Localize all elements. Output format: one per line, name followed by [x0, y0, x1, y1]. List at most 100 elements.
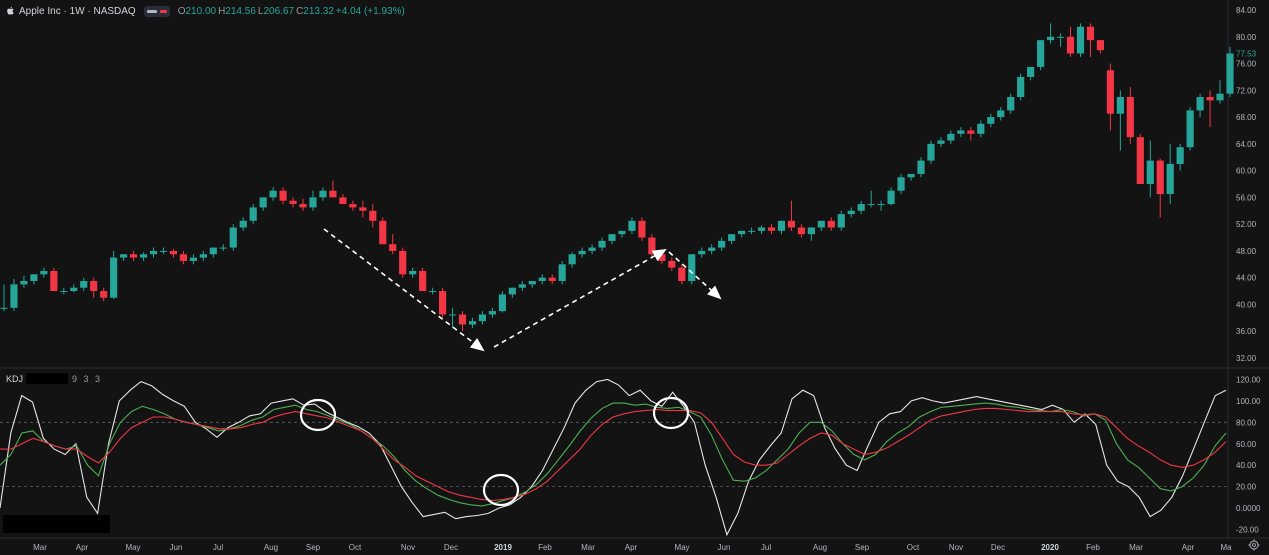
- candle-body: [429, 291, 437, 293]
- price-tick-label: 84.00: [1236, 6, 1257, 15]
- candle-body: [608, 234, 616, 241]
- candle-body: [379, 220, 387, 245]
- candle-body: [129, 254, 138, 258]
- candle-body: [30, 274, 38, 282]
- candle-body: [927, 143, 935, 161]
- trend-arrow: [323, 228, 485, 352]
- time-tick-label: Aug: [813, 543, 827, 552]
- candle-body: [458, 314, 467, 325]
- candle-body: [1146, 160, 1154, 184]
- candle-body: [907, 173, 915, 178]
- candle-body: [638, 220, 646, 238]
- time-tick-label: Jul: [213, 543, 223, 552]
- time-tick-label: Mar: [581, 543, 595, 552]
- kdj-legend[interactable]: KDJ 9 3 3: [6, 373, 102, 384]
- candle-body: [299, 204, 307, 208]
- last-price-label: 77.53: [1236, 50, 1257, 59]
- time-tick-label: Sep: [306, 543, 321, 552]
- kdj-tick-label: -20.00: [1236, 525, 1259, 534]
- candle-body: [1017, 76, 1025, 98]
- price-tick-label: 64.00: [1236, 140, 1257, 149]
- candle-body: [50, 270, 58, 292]
- candle-body: [897, 177, 905, 191]
- candle-body: [1007, 97, 1015, 111]
- candle-body: [777, 220, 786, 231]
- candle-body: [189, 257, 197, 261]
- candle-body: [1027, 66, 1035, 77]
- status-bar-icon: [146, 9, 157, 13]
- candle-body: [967, 130, 975, 134]
- kdj-tick-label: 0.0000: [1236, 504, 1261, 513]
- symbol-status-toggle[interactable]: [143, 5, 170, 17]
- gear-icon[interactable]: [1248, 539, 1260, 551]
- candle-body: [229, 227, 237, 248]
- candle-body: [1166, 163, 1174, 195]
- candle-body: [887, 190, 895, 205]
- candle-body: [877, 204, 885, 206]
- candle-body: [797, 227, 805, 235]
- candle-body: [747, 230, 756, 232]
- candle-body: [159, 250, 168, 252]
- close-value: 213.32: [303, 5, 334, 17]
- candle-body: [1226, 53, 1234, 94]
- time-tick-label: May: [125, 543, 140, 552]
- candle-body: [1156, 160, 1164, 195]
- low-label: L: [257, 5, 264, 17]
- candle-body: [518, 284, 526, 288]
- high-label: H: [218, 5, 226, 17]
- candle-body: [688, 254, 696, 282]
- candle-body: [110, 257, 118, 298]
- high-value: 214.56: [225, 5, 256, 17]
- price-tick-label: 44.00: [1236, 274, 1257, 283]
- price-tick-label: 72.00: [1236, 86, 1257, 95]
- crossover-circle: [652, 396, 690, 430]
- open-label: O: [177, 5, 186, 17]
- candle-body: [1106, 70, 1114, 114]
- kdj-line-j: [0, 407, 1227, 502]
- price-tick-label: 60.00: [1236, 167, 1257, 176]
- candle-body: [1066, 36, 1075, 54]
- time-tick-label: Nov: [949, 543, 963, 552]
- candle-body: [209, 247, 217, 255]
- candle-body: [239, 220, 247, 228]
- candle-body: [528, 281, 536, 285]
- candle-body: [668, 260, 676, 268]
- kdj-tick-label: 120.00: [1236, 375, 1261, 384]
- price-tick-label: 80.00: [1236, 33, 1257, 42]
- candle-body: [1076, 26, 1085, 54]
- candle-body: [767, 227, 776, 231]
- candle-body: [1206, 97, 1214, 101]
- time-tick-label: Ma: [1220, 543, 1232, 552]
- trend-arrow: [668, 251, 722, 300]
- candle-body: [658, 254, 666, 261]
- change-value: +4.04 (+1.93%): [335, 5, 405, 17]
- candle-body: [100, 291, 108, 298]
- candle-body: [678, 267, 686, 282]
- kdj-tick-label: 20.00: [1236, 483, 1257, 492]
- candle-body: [120, 254, 128, 258]
- candle-body: [827, 220, 835, 228]
- candle-body: [628, 220, 636, 231]
- candle-body: [728, 234, 736, 241]
- candle-body: [947, 133, 955, 141]
- apple-logo-icon: [7, 6, 14, 15]
- candle-body: [598, 240, 606, 248]
- candle-body: [10, 284, 18, 308]
- candle-body: [399, 250, 407, 275]
- candle-body: [807, 227, 815, 235]
- candle-body: [179, 254, 188, 261]
- symbol-title[interactable]: Apple Inc · 1W · NASDAQ: [19, 5, 136, 17]
- candle-body: [349, 204, 357, 208]
- candle-body: [568, 254, 576, 265]
- candle-body: [359, 207, 367, 211]
- candle-body: [438, 291, 447, 315]
- candle-body: [20, 281, 28, 285]
- chart-header: Apple Inc · 1W · NASDAQ O 210.00 H 214.56 …: [6, 3, 407, 19]
- time-tick-label: Jun: [170, 543, 183, 552]
- candle-body: [269, 190, 277, 198]
- candle-body: [987, 117, 995, 124]
- candle-body: [309, 197, 317, 208]
- candle-body: [538, 277, 546, 282]
- price-tick-label: 56.00: [1236, 193, 1257, 202]
